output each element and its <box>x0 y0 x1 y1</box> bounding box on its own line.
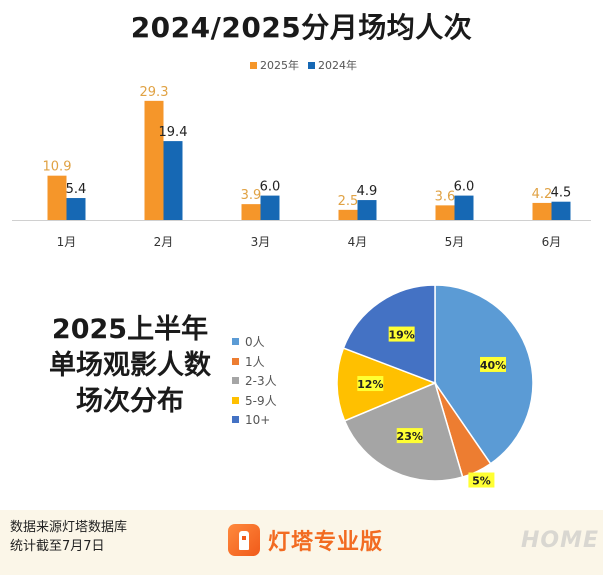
bar-value-label-1-1: 19.4 <box>159 125 188 140</box>
pie-slice-0 <box>434 284 534 465</box>
pie-legend-label-1: 1人 <box>245 354 265 369</box>
pie-legend-label-3: 5-9人 <box>245 393 277 408</box>
pie-label-0: 40% <box>480 356 507 372</box>
x-tick-label-3: 4月 <box>348 235 368 249</box>
x-tick-label-1: 2月 <box>154 235 174 249</box>
bar-value-label-0-2: 3.9 <box>241 188 262 203</box>
legend-label-0: 2025年 <box>260 58 299 72</box>
bar-1-3 <box>357 200 377 220</box>
brand-logo: 灯塔专业版 <box>228 524 383 556</box>
pie-label-text-0: 40% <box>480 359 506 372</box>
pie-label-3: 12% <box>357 376 384 392</box>
bar-1-1 <box>163 141 183 220</box>
pie-label-bg-3 <box>357 376 384 392</box>
bar-1-5 <box>551 201 571 220</box>
pie-label-bg-2 <box>396 428 423 444</box>
data-source-line: 数据来源灯塔数据库 <box>10 520 128 535</box>
bar-0-5 <box>532 202 552 220</box>
pie-legend-swatch-3 <box>232 396 239 404</box>
pie-chart-title: 2025上半年 单场观影人数 场次分布 <box>20 312 240 420</box>
bar-value-label-0-5: 4.2 <box>532 187 553 202</box>
bar-1-0 <box>66 198 86 220</box>
x-tick-label-4: 5月 <box>445 235 465 249</box>
bar-0-0 <box>47 175 67 220</box>
bar-1-2 <box>260 195 280 220</box>
pie-legend-item-3: 5-9人 <box>232 391 277 411</box>
pie-label-text-3: 12% <box>357 378 383 391</box>
bar-value-label-0-4: 3.6 <box>435 189 456 204</box>
audience-pie-chart: 40% 5% 23% 12% 19% <box>336 284 534 488</box>
bar-0-1 <box>144 100 164 220</box>
bar-value-label-1-4: 6.0 <box>454 180 475 195</box>
bar-chart-title: 2024/2025分月场均人次 <box>130 11 473 44</box>
pie-legend-swatch-0 <box>232 338 239 346</box>
bar-value-label-1-5: 4.5 <box>551 186 572 201</box>
bar-0-4 <box>435 205 455 220</box>
pie-label-text-4: 19% <box>388 329 414 342</box>
pie-title-line-3: 场次分布 <box>76 386 184 417</box>
pie-legend-label-0: 0人 <box>245 335 265 350</box>
pie-legend-item-2: 2-3人 <box>232 371 277 391</box>
bar-value-label-0-3: 2.5 <box>338 194 359 209</box>
bar-value-label-1-0: 5.4 <box>66 182 87 197</box>
lighthouse-icon <box>228 524 260 556</box>
pie-legend-label-4: 10+ <box>245 412 271 427</box>
pie-legend: 0人 1人 2-3人 5-9人 10+ <box>232 332 277 430</box>
pie-label-text-1: 5% <box>472 475 491 488</box>
monthly-bar-chart: 2025年 2024年10.95.41月29.319.42月3.96.03月2.5… <box>12 58 591 249</box>
bar-value-label-0-0: 10.9 <box>43 160 72 175</box>
bar-0-2 <box>241 204 261 220</box>
pie-label-text-2: 23% <box>397 430 423 443</box>
bar-0-3 <box>338 209 358 220</box>
watermark: HOME <box>520 528 599 553</box>
footer: 数据来源灯塔数据库 统计截至7月7日 灯塔专业版 <box>0 510 603 575</box>
data-source-note: 数据来源灯塔数据库 统计截至7月7日 <box>10 518 127 556</box>
bar-value-label-0-1: 29.3 <box>140 85 169 100</box>
bar-value-label-1-3: 4.9 <box>357 184 378 199</box>
pie-label-4: 19% <box>388 326 415 342</box>
bar-1-4 <box>454 195 474 220</box>
brand-name: 灯塔专业版 <box>268 530 384 555</box>
legend-label-1: 2024年 <box>318 58 357 72</box>
pie-label-2: 23% <box>396 428 423 444</box>
pie-legend-swatch-2 <box>232 377 239 385</box>
pie-legend-label-2: 2-3人 <box>245 374 277 389</box>
pie-legend-item-1: 1人 <box>232 352 277 372</box>
cutoff-date-line: 统计截至7月7日 <box>10 539 105 554</box>
pie-legend-item-4: 10+ <box>232 410 277 430</box>
x-tick-label-0: 1月 <box>57 235 77 249</box>
x-tick-label-2: 3月 <box>251 235 271 249</box>
pie-title-line-1: 2025上半年 <box>51 314 209 345</box>
pie-legend-item-0: 0人 <box>232 332 277 352</box>
pie-label-1: 5% <box>468 472 495 488</box>
legend-swatch-0 <box>250 62 257 69</box>
pie-slice-3 <box>336 347 438 422</box>
pie-legend-swatch-4 <box>232 416 239 424</box>
pie-legend-swatch-1 <box>232 357 239 365</box>
legend-swatch-1 <box>308 62 315 69</box>
bar-value-label-1-2: 6.0 <box>260 180 281 195</box>
pie-label-bg-4 <box>388 326 415 342</box>
pie-label-bg-1 <box>468 472 495 488</box>
x-tick-label-5: 6月 <box>542 235 562 249</box>
pie-label-bg-0 <box>480 356 507 372</box>
pie-title-line-2: 单场观影人数 <box>49 350 211 381</box>
